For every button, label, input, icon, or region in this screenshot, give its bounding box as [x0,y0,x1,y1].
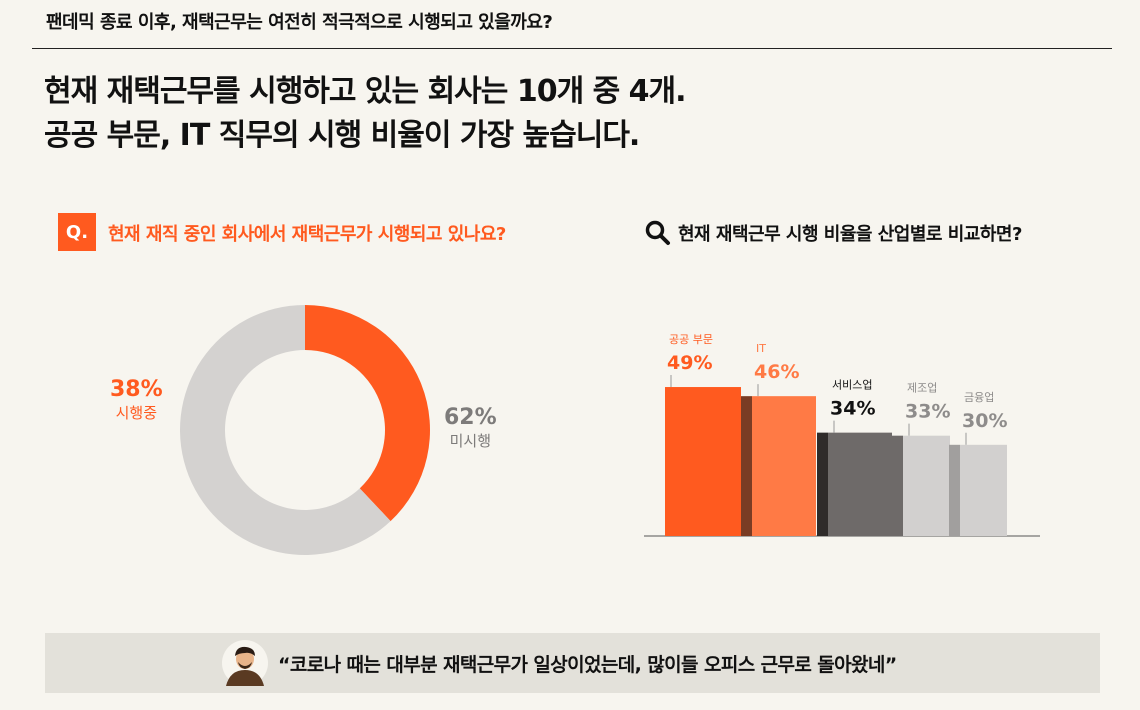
donut-label-active-name: 시행중 [115,404,158,422]
bar-category-label-2: 서비스업 [832,379,872,392]
quote-text: “코로나 때는 대부분 재택근무가 일상이었는데, 많이들 오피스 근무로 돌아… [278,654,897,676]
bar-2 [828,432,892,536]
quote-banner [45,633,1100,693]
bar-shadow-2 [817,432,828,536]
question-badge: Q. [58,213,96,251]
donut-label-active: 38% 시행중 [110,377,163,423]
bar-3 [903,435,950,536]
bar-value-label-1: 46% [754,361,799,383]
bar-shadow-1 [741,396,752,536]
headline-line-2: 공공 부문, IT 직무의 시행 비율이 가장 높습니다. [44,118,640,153]
search-icon [645,220,670,245]
bar-category-label-0: 공공 부문 [669,333,713,346]
donut-label-inactive: 62% 미시행 [444,405,497,451]
page-header-title: 팬데믹 종료 이후, 재택근무는 여전히 적극적으로 시행되고 있을까요? [46,12,553,33]
donut-slice-1 [180,305,391,555]
person-avatar-icon [222,640,268,686]
bar-value-label-0: 49% [667,352,712,374]
bar-category-label-4: 금융업 [964,391,994,404]
headline: 현재 재택근무를 시행하고 있는 회사는 10개 중 4개. 공공 부문, IT… [44,70,687,158]
bar-value-label-2: 34% [830,398,875,420]
left-question-text: 현재 재직 중인 회사에서 재택근무가 시행되고 있나요? [108,224,506,245]
right-question-text: 현재 재택근무 시행 비율을 산업별로 비교하면? [678,224,1022,245]
bar-shadow-3 [892,435,903,536]
bar-0 [665,387,741,536]
header-divider [32,48,1112,49]
bar-value-label-3: 33% [905,401,950,423]
donut-label-inactive-name: 미시행 [449,432,492,450]
donut-slice-0 [305,305,431,522]
industry-bar-chart: 공공 부문 49% IT 46% 서비스업 34% 제조업 33% 금융업 30% [644,333,1040,537]
bar-1 [752,396,816,536]
bar-category-label-3: 제조업 [907,382,937,395]
donut-chart [180,305,431,555]
donut-label-inactive-value: 62% [444,405,497,430]
bar-value-label-4: 30% [962,410,1007,432]
headline-line-1: 현재 재택근무를 시행하고 있는 회사는 10개 중 4개. [44,74,687,109]
bar-category-label-1: IT [756,342,766,355]
bar-4 [960,444,1007,536]
bar-shadow-4 [949,444,960,536]
donut-label-active-value: 38% [110,377,163,402]
